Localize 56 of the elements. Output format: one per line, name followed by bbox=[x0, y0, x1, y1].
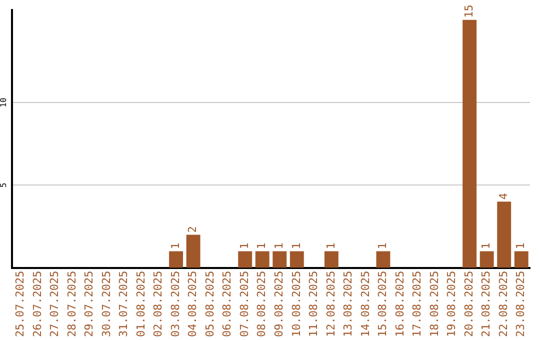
x-tick-label: 17.08.2025 bbox=[410, 270, 424, 338]
x-tick-label: 16.08.2025 bbox=[393, 270, 406, 338]
x-tick-label: 12.08.2025 bbox=[324, 270, 338, 338]
bar bbox=[255, 251, 270, 268]
x-tick-label: 10.08.2025 bbox=[290, 270, 303, 338]
x-tick-label: 29.07.2025 bbox=[82, 270, 96, 338]
x-tick-label: 14.08.2025 bbox=[358, 270, 372, 338]
data-label: 1 bbox=[376, 242, 390, 250]
x-tick-label: 02.08.2025 bbox=[152, 270, 165, 338]
x-tick-label: 23.08.2025 bbox=[514, 270, 528, 338]
bar bbox=[376, 251, 390, 268]
data-label: 1 bbox=[238, 242, 251, 250]
x-tick-label: 09.08.2025 bbox=[272, 270, 286, 338]
y-tick-label: 5 bbox=[0, 182, 8, 188]
data-label: 15 bbox=[462, 4, 476, 18]
x-tick-label: 06.08.2025 bbox=[220, 270, 234, 338]
x-tick-label: 18.08.2025 bbox=[428, 270, 441, 338]
bar bbox=[514, 251, 528, 268]
data-label: 1 bbox=[324, 242, 338, 250]
x-tick-label: 13.08.2025 bbox=[342, 270, 355, 338]
bar bbox=[186, 234, 200, 268]
x-tick-label: 05.08.2025 bbox=[203, 270, 216, 338]
x-tick-label: 11.08.2025 bbox=[307, 270, 320, 338]
x-tick-label: 30.07.2025 bbox=[100, 270, 113, 338]
x-tick-label: 20.08.2025 bbox=[462, 270, 476, 338]
x-tick-label: 21.08.2025 bbox=[480, 270, 493, 338]
data-label: 1 bbox=[480, 242, 493, 250]
data-label: 1 bbox=[272, 242, 286, 250]
bar bbox=[290, 251, 304, 268]
x-tick-label: 07.08.2025 bbox=[238, 270, 251, 338]
x-tick-label: 01.08.2025 bbox=[134, 270, 148, 338]
bar bbox=[272, 251, 287, 268]
bar bbox=[324, 251, 338, 268]
bar bbox=[238, 251, 252, 268]
x-tick-label: 26.07.2025 bbox=[30, 270, 44, 338]
x-tick-label: 08.08.2025 bbox=[255, 270, 268, 338]
y-tick-label: 10 bbox=[0, 98, 8, 108]
data-label: 2 bbox=[186, 226, 200, 233]
x-tick-label: 04.08.2025 bbox=[186, 270, 200, 338]
bar bbox=[480, 251, 494, 268]
data-label: 1 bbox=[290, 242, 303, 250]
x-tick-label: 25.07.2025 bbox=[13, 270, 26, 338]
x-tick-label: 22.08.2025 bbox=[496, 270, 510, 338]
x-tick-label: 19.08.2025 bbox=[445, 270, 458, 338]
bar bbox=[497, 202, 512, 268]
x-tick-label: 27.07.2025 bbox=[48, 270, 62, 338]
bar bbox=[169, 251, 184, 268]
bar bbox=[462, 20, 477, 268]
data-label: 4 bbox=[496, 192, 510, 200]
x-tick-label: 15.08.2025 bbox=[376, 270, 390, 338]
data-label: 1 bbox=[514, 242, 528, 250]
x-tick-label: 03.08.2025 bbox=[168, 270, 182, 338]
x-tick-label: 31.07.2025 bbox=[117, 270, 130, 338]
data-label: 1 bbox=[168, 242, 182, 250]
data-label: 1 bbox=[255, 242, 268, 250]
x-tick-label: 28.07.2025 bbox=[65, 270, 78, 338]
